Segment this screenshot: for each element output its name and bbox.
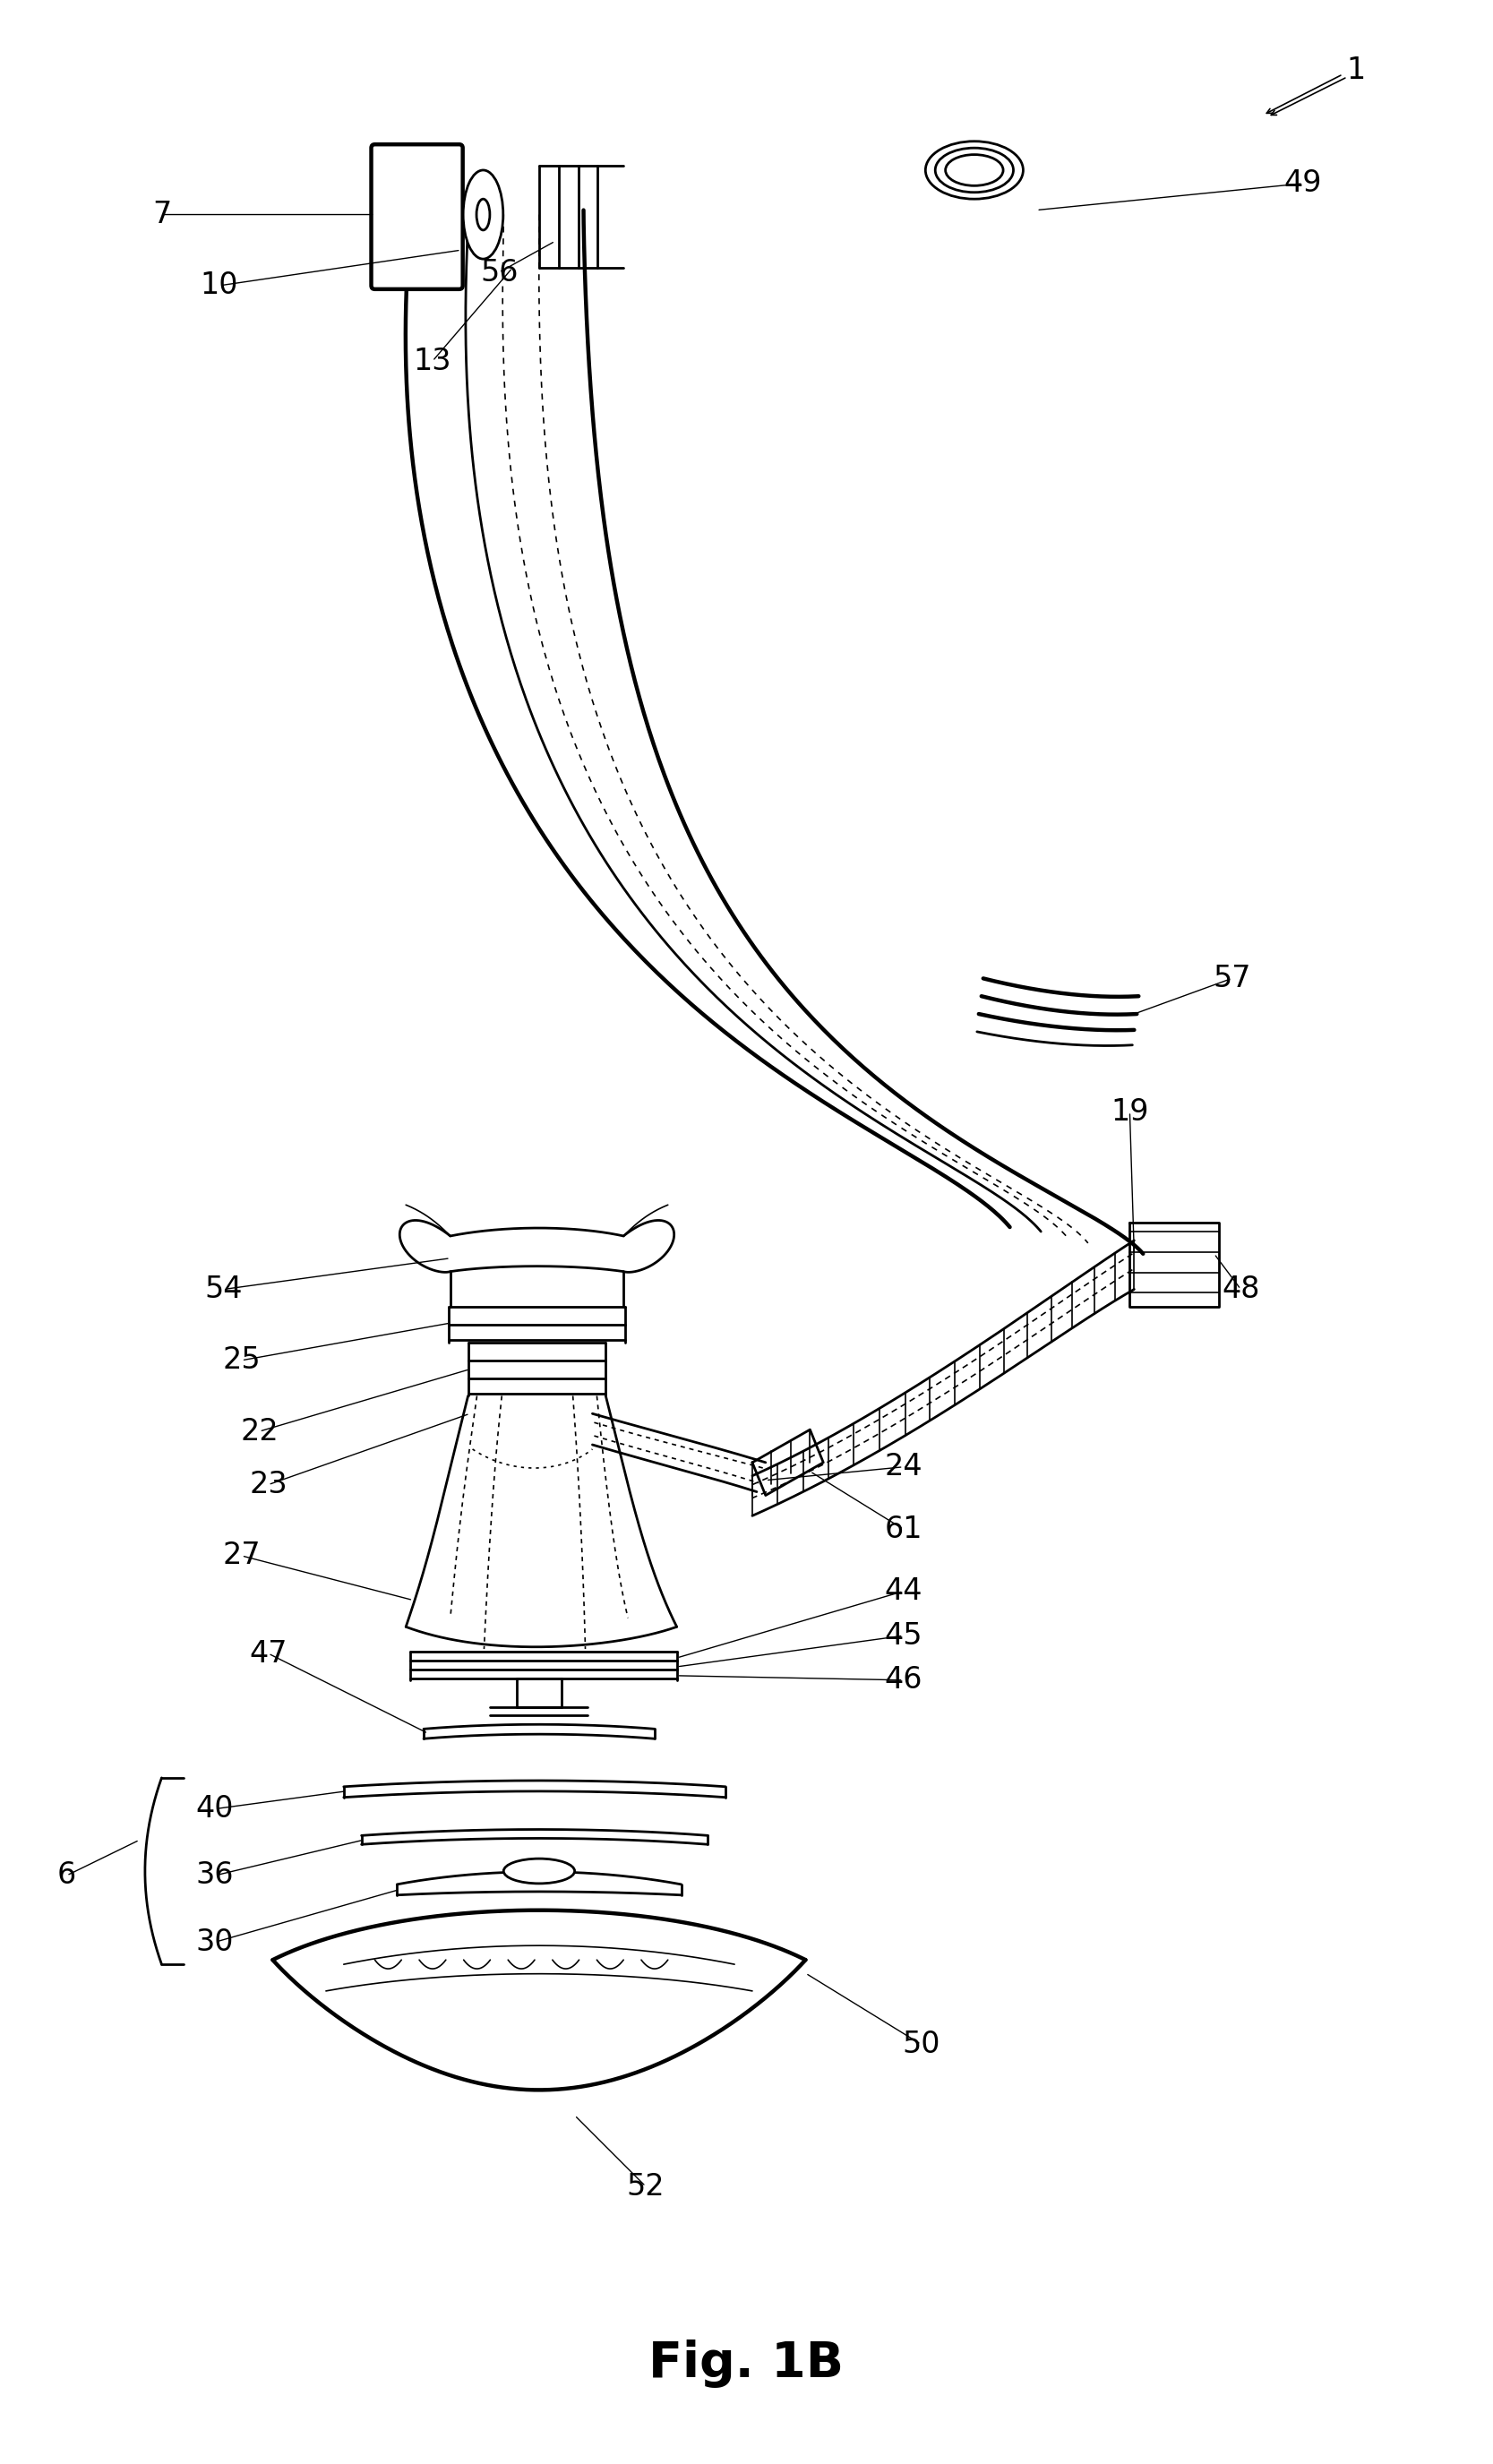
Ellipse shape [935, 148, 1014, 192]
Text: 25: 25 [222, 1345, 261, 1375]
Text: Fig. 1B: Fig. 1B [648, 2341, 844, 2388]
Text: 22: 22 [240, 1417, 279, 1446]
Ellipse shape [463, 170, 503, 259]
Ellipse shape [945, 155, 1003, 185]
Text: 46: 46 [884, 1666, 923, 1695]
Ellipse shape [503, 1858, 575, 1882]
Text: 36: 36 [196, 1860, 234, 1890]
Ellipse shape [926, 140, 1023, 200]
Text: 10: 10 [200, 271, 239, 301]
Text: 24: 24 [884, 1451, 923, 1481]
Text: 52: 52 [627, 2171, 664, 2200]
Text: 6: 6 [57, 1860, 76, 1890]
Text: 56: 56 [481, 259, 518, 288]
Text: 61: 61 [884, 1515, 923, 1545]
Text: 45: 45 [884, 1621, 923, 1651]
Text: 27: 27 [222, 1540, 261, 1570]
Text: 44: 44 [884, 1577, 923, 1607]
Text: 54: 54 [205, 1274, 243, 1303]
Text: 13: 13 [414, 347, 451, 377]
FancyBboxPatch shape [372, 145, 463, 288]
Text: 7: 7 [152, 200, 172, 229]
Text: 19: 19 [1111, 1096, 1148, 1126]
Text: 50: 50 [902, 2030, 941, 2060]
Text: 57: 57 [1212, 963, 1251, 993]
Text: 40: 40 [196, 1794, 234, 1823]
Text: 49: 49 [1284, 168, 1321, 197]
Text: 48: 48 [1221, 1274, 1260, 1303]
Text: 1: 1 [1347, 57, 1366, 86]
Text: 23: 23 [249, 1471, 287, 1501]
Ellipse shape [476, 200, 490, 229]
Text: 47: 47 [249, 1639, 287, 1668]
Text: 30: 30 [196, 1927, 234, 1956]
